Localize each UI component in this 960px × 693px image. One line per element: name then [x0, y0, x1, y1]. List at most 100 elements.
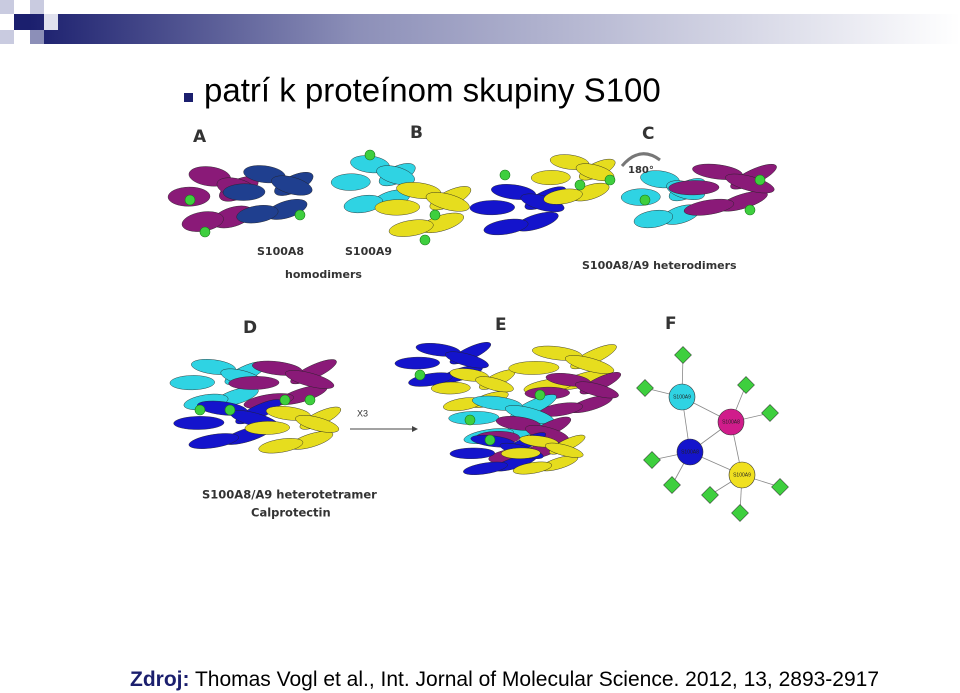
helix: [500, 447, 541, 459]
calcium-ion: [534, 389, 546, 401]
calcium-ion: [604, 174, 616, 186]
helix: [376, 165, 415, 185]
helix: [633, 209, 674, 229]
helix: [169, 375, 215, 391]
bullet: [184, 93, 193, 102]
network-leaf: [771, 478, 789, 496]
helix: [330, 173, 371, 191]
source-text: Thomas Vogl et al., Int. Jornal of Molec…: [189, 668, 879, 691]
helix: [430, 381, 471, 395]
helix: [530, 170, 571, 185]
panel-label: F: [665, 314, 677, 334]
calcium-ion: [429, 209, 441, 221]
helix: [469, 200, 515, 216]
network-hub: [717, 408, 745, 436]
panel-label: C: [642, 124, 654, 144]
multiplier-label: X3: [357, 408, 368, 418]
calcium-ion: [414, 369, 426, 381]
node-label: S100A8: [681, 449, 699, 455]
node-label: S100A8: [722, 419, 740, 425]
helix: [295, 415, 340, 433]
calcium-ion: [639, 194, 651, 206]
network-hub: [668, 383, 696, 411]
helix: [271, 175, 313, 196]
caption: S100A8/A9 heterotetramer: [202, 488, 377, 502]
panel-label: B: [410, 123, 423, 143]
slide-title: patrí k proteínom skupiny S100: [204, 72, 661, 109]
calcium-ion: [574, 179, 586, 191]
caption: homodimers: [285, 268, 362, 281]
helix: [564, 355, 615, 374]
network-leaf: [663, 476, 681, 494]
helix: [543, 188, 583, 205]
network-diagram: S100A9 S100A8 S100A8 S100A9: [636, 346, 789, 522]
caption: Calprotectin: [251, 506, 331, 520]
header-decoration: [0, 0, 960, 44]
helix: [394, 356, 440, 370]
helix: [188, 433, 239, 449]
network-leaf: [701, 486, 719, 504]
calcium-ion: [754, 174, 766, 186]
helix: [222, 183, 266, 201]
panel-label: A: [193, 127, 207, 147]
panel-label: D: [243, 318, 257, 338]
calcium-ion: [184, 194, 196, 206]
helix: [425, 192, 470, 212]
helix: [520, 193, 565, 213]
source-label: Zdroj:: [130, 668, 189, 691]
rotation-label: 180°: [628, 165, 654, 176]
helix: [343, 194, 384, 214]
calcium-ion: [484, 434, 496, 446]
protein-structures: [167, 149, 777, 475]
helix: [173, 416, 225, 430]
helix: [575, 381, 619, 399]
helix: [512, 461, 553, 475]
helix: [374, 199, 420, 216]
network-hub: [728, 461, 756, 489]
calcium-ion: [279, 394, 291, 406]
calcium-ion: [194, 404, 206, 416]
caption: S100A8/A9 heterodimers: [582, 259, 737, 272]
helix: [545, 442, 584, 458]
rotation-arrow: [620, 152, 661, 168]
source-line: Zdroj: Thomas Vogl et al., Int. Jornal o…: [130, 668, 879, 691]
calcium-ion: [294, 209, 306, 221]
helix: [388, 219, 434, 237]
helix: [228, 376, 280, 390]
helix: [463, 461, 508, 475]
calcium-ion: [744, 204, 756, 216]
monomer-label: S100A9: [345, 245, 392, 258]
calcium-ion: [224, 404, 236, 416]
network-leaf: [737, 376, 755, 394]
network-leaf: [636, 379, 654, 397]
helix: [236, 205, 279, 224]
calcium-ion: [199, 226, 211, 238]
helix: [508, 361, 560, 375]
helix: [258, 438, 304, 454]
helix: [683, 198, 735, 216]
helix: [483, 218, 529, 236]
helix: [284, 370, 335, 389]
monomer-label: S100A8: [257, 245, 304, 258]
network-leaf: [674, 346, 692, 364]
helix: [445, 351, 489, 369]
calcium-ion: [419, 234, 431, 246]
calcium-ion: [499, 169, 511, 181]
network-leaf: [761, 404, 779, 422]
panel-label: E: [495, 315, 507, 335]
helix: [725, 173, 775, 194]
calcium-ion: [364, 149, 376, 161]
network-leaf: [643, 451, 661, 469]
network-hub: [676, 438, 704, 466]
node-label: S100A9: [673, 394, 691, 400]
calcium-ion: [464, 414, 476, 426]
arrow: [350, 426, 418, 432]
node-label: S100A9: [733, 472, 751, 478]
helix: [449, 447, 495, 459]
network-leaf: [731, 504, 749, 522]
helix: [475, 376, 514, 393]
calcium-ion: [304, 394, 316, 406]
helix: [668, 180, 720, 196]
